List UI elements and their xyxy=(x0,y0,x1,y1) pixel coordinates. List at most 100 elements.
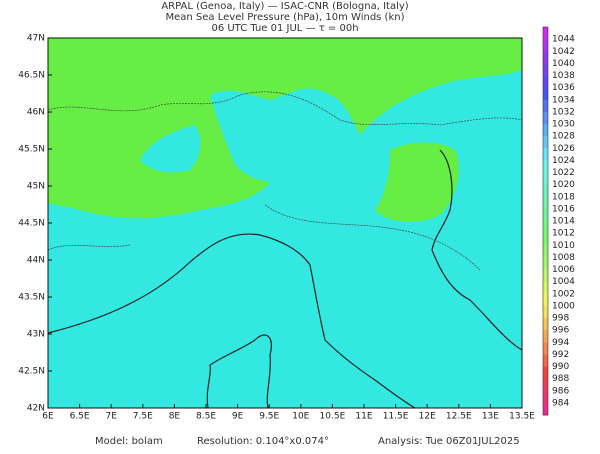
colorbar-segment xyxy=(543,39,548,52)
colorbar-label: 1028 xyxy=(552,132,575,142)
colorbar-segment xyxy=(543,257,548,270)
colorbar-label: 1026 xyxy=(552,144,575,154)
pressure-area xyxy=(140,125,201,173)
x-tick-label: 13.5E xyxy=(509,412,535,422)
y-tick-label: 46.5N xyxy=(18,71,45,81)
colorbar-label: 1010 xyxy=(552,241,575,251)
coastline xyxy=(47,233,416,409)
colorbar-label: 1004 xyxy=(552,277,575,287)
colorbar-segment xyxy=(543,87,548,101)
y-tick-label: 43.5N xyxy=(18,293,45,303)
colorbar-segment xyxy=(543,342,548,355)
border xyxy=(47,91,523,126)
colorbar-segment xyxy=(543,318,548,331)
colorbar-label: 1022 xyxy=(552,168,575,178)
y-tick-label: 42N xyxy=(27,404,45,414)
x-tick-label: 11E xyxy=(355,412,372,422)
colorbar: 1044 1042 1040 1038 1036 1034 1032 1030 1028 1026… xyxy=(542,26,575,416)
colorbar-label: 988 xyxy=(552,374,569,384)
x-tick-label: 7.5E xyxy=(133,412,153,422)
colorbar-segment xyxy=(543,366,548,380)
x-tick-label: 10.5E xyxy=(320,412,346,422)
colorbar-segment xyxy=(543,354,548,367)
footer-model: Model: bolam xyxy=(95,436,163,447)
colorbar-label: 1024 xyxy=(552,156,575,166)
x-tick-label: 7E xyxy=(105,412,117,422)
x-tick-label: 9E xyxy=(232,412,244,422)
colorbar-label: 992 xyxy=(552,350,569,360)
colorbar-segment xyxy=(543,111,548,125)
colorbar-segment xyxy=(543,402,548,416)
colorbar-segment xyxy=(543,172,548,186)
header-line: Mean Sea Level Pressure (hPa), 10m Winds… xyxy=(166,12,405,23)
border xyxy=(47,204,481,271)
colorbar-label: 1034 xyxy=(552,95,575,105)
map xyxy=(47,37,523,409)
colorbar-label: 1018 xyxy=(552,192,575,202)
colorbar-segment xyxy=(543,27,548,40)
colorbar-label: 1014 xyxy=(552,217,575,227)
colorbar-label: 1012 xyxy=(552,229,575,239)
y-tick-label: 42.5N xyxy=(18,367,45,377)
colorbar-segment xyxy=(543,196,548,210)
x-tick-label: 6.5E xyxy=(70,412,90,422)
pressure-area xyxy=(48,38,522,219)
colorbar-label: 984 xyxy=(552,398,569,408)
colorbar-label: 1032 xyxy=(552,107,575,117)
colorbar-segment xyxy=(543,330,548,343)
colorbar-segment xyxy=(543,390,548,404)
colorbar-segment xyxy=(543,281,548,295)
x-tick-label: 13E xyxy=(482,412,499,422)
x-tick-label: 10E xyxy=(292,412,309,422)
header-line: ARPAL (Genoa, Italy) — ISAC-CNR (Bologna… xyxy=(161,1,408,12)
colorbar-segment xyxy=(543,160,548,173)
pressure-area xyxy=(375,142,460,222)
x-tick-label: 6E xyxy=(42,412,54,422)
coastline xyxy=(206,334,272,409)
colorbar-label: 998 xyxy=(552,314,569,324)
colorbar-label: 1016 xyxy=(552,204,575,214)
y-tick-label: 43N xyxy=(27,330,45,340)
colorbar-label: 986 xyxy=(552,386,569,396)
colorbar-segment xyxy=(543,378,548,392)
footer-resolution: Resolution: 0.104°x0.074° xyxy=(197,436,329,447)
pressure-area xyxy=(460,100,510,116)
colorbar-segment xyxy=(543,124,548,137)
y-tick-label: 44N xyxy=(27,256,45,266)
colorbar-label: 1002 xyxy=(552,289,575,299)
colorbar-label: 1000 xyxy=(552,301,575,311)
y-tick-label: 47N xyxy=(27,34,45,44)
colorbar-segment xyxy=(543,233,548,246)
colorbar-label: 1040 xyxy=(552,59,575,69)
colorbar-label: 1006 xyxy=(552,265,575,275)
x-tick-label: 8.5E xyxy=(196,412,216,422)
colorbar-segment xyxy=(543,136,548,149)
colorbar-segment xyxy=(543,269,548,283)
y-tick-label: 44.5N xyxy=(18,219,45,229)
colorbar-label: 994 xyxy=(552,338,569,348)
colorbar-segment xyxy=(543,208,548,222)
colorbar-segment xyxy=(543,148,548,161)
footer-analysis: Analysis: Tue 06Z01JUL2025 xyxy=(378,436,520,447)
y-tick-label: 46N xyxy=(27,108,45,118)
colorbar-segment xyxy=(543,75,548,89)
colorbar-segment xyxy=(543,51,548,64)
colorbar-label: 1044 xyxy=(552,35,575,45)
header-line: 06 UTC Tue 01 JUL — τ = 00h xyxy=(211,23,358,34)
colorbar-label: 1030 xyxy=(552,120,575,130)
x-tick-label: 8E xyxy=(169,412,181,422)
coastline xyxy=(431,149,523,351)
colorbar-label: 996 xyxy=(552,326,569,336)
x-tick-label: 9.5E xyxy=(259,412,279,422)
y-tick-label: 45.5N xyxy=(18,145,45,155)
colorbar-label: 1008 xyxy=(552,253,575,263)
colorbar-segment xyxy=(543,63,548,76)
x-tick-label: 12.5E xyxy=(446,412,472,422)
colorbar-label: 1020 xyxy=(552,180,575,190)
colorbar-label: 990 xyxy=(552,362,569,372)
colorbar-label: 1036 xyxy=(552,83,575,93)
y-tick-label: 45N xyxy=(27,182,45,192)
colorbar-segment xyxy=(543,305,548,319)
colorbar-segment xyxy=(543,293,548,307)
